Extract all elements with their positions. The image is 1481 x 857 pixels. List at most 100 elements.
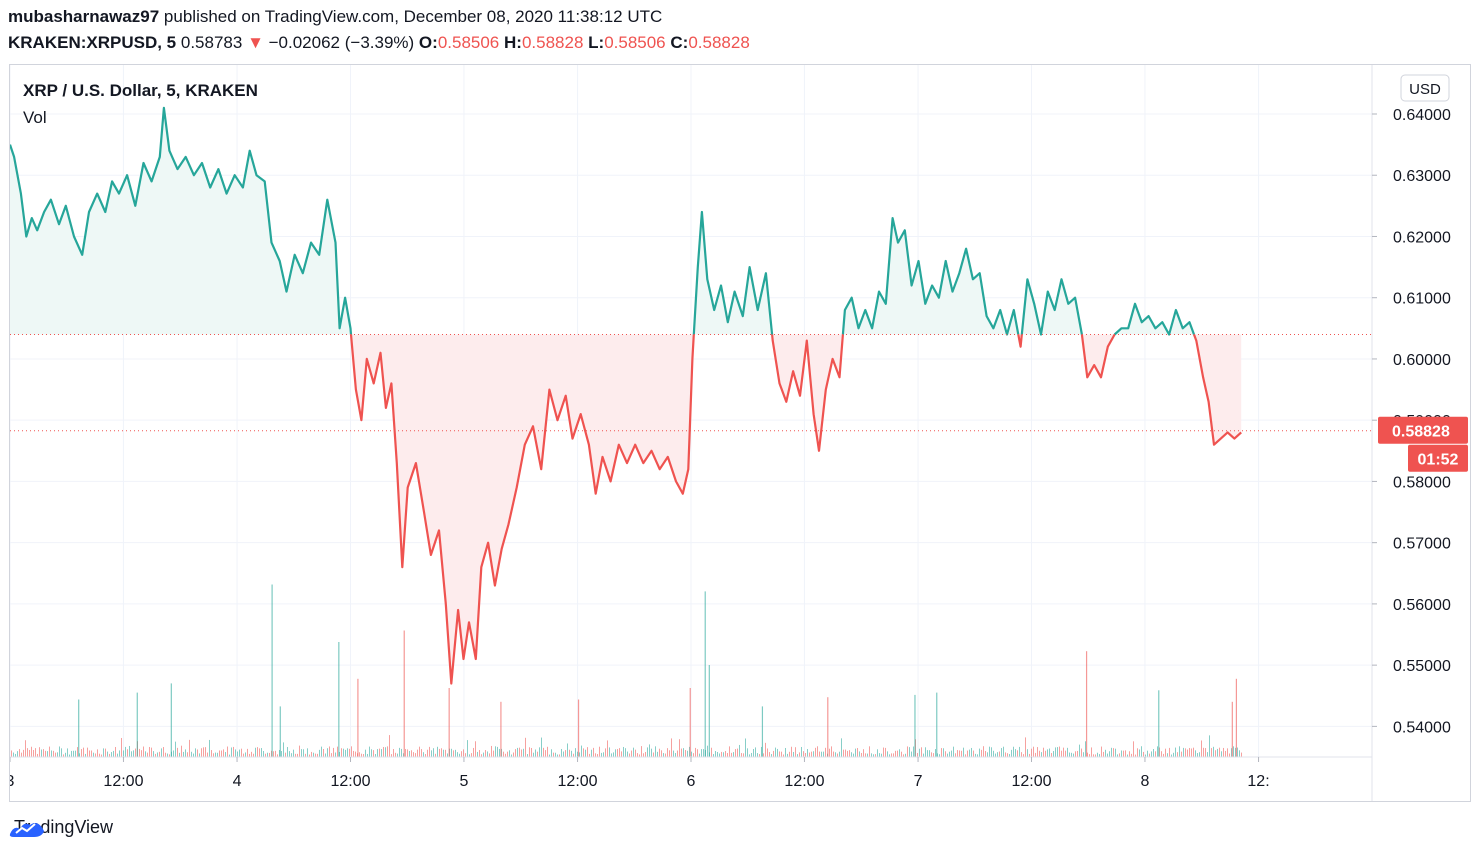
volume-spike-1 [136,692,138,757]
volume-bar [317,753,318,757]
high-value: 0.58828 [521,33,584,52]
volume-bar [831,746,832,757]
volume-bar [1119,753,1120,757]
footer-brand[interactable]: TradingView [8,817,113,838]
volume-bar [497,746,498,757]
author-name[interactable]: mubasharnawaz97 [8,7,160,26]
volume-bar [323,749,324,757]
volume-bar [285,752,286,757]
volume-bar [341,748,342,757]
volume-bar [1195,750,1196,757]
volume-bar [27,748,28,757]
volume-bar [59,746,60,757]
volume-bar [111,752,112,757]
volume-bar [1159,747,1160,757]
volume-bar [865,753,866,757]
volume-bar [771,754,772,757]
volume-bar [297,753,298,757]
volume-bar [723,752,724,757]
volume-bar [963,747,964,757]
volume-bar [607,740,608,757]
volume-bar [551,749,552,757]
volume-bar [711,747,712,757]
volume-bar [533,752,534,757]
volume-bar [1049,748,1050,757]
volume-bar [435,753,436,757]
volume-bar [897,750,898,757]
volume-bar [305,753,306,757]
volume-bar [559,754,560,757]
volume-bar [1027,749,1028,757]
volume-bar [959,750,960,757]
volume-bar [489,753,490,757]
price-tick-label-2: 0.56000 [1393,597,1451,614]
volume-bar [919,748,920,757]
volume-bar [531,747,532,757]
volume-bar [761,746,762,757]
volume-bar [335,752,336,757]
volume-bar [753,749,754,757]
volume-bar [181,745,182,757]
volume-bar [233,746,234,757]
volume-bar [129,745,130,757]
price-line-segment-7 [1080,333,1116,379]
volume-bar [1163,753,1164,757]
volume-bar [1075,751,1076,757]
volume-bar [433,748,434,757]
volume-bar [937,753,938,757]
volume-bar [747,748,748,757]
volume-bar [1179,746,1180,757]
volume-bar [749,754,750,757]
volume-bar [1029,753,1030,757]
volume-bar [1177,752,1178,757]
volume-bar [173,750,174,757]
volume-bar [347,748,348,757]
volume-bar [1149,753,1150,757]
volume-bar [1239,750,1240,757]
volume-bar [547,746,548,757]
volume-bar [431,750,432,757]
volume-bar [671,738,672,757]
price-line-segment-1 [349,334,695,685]
volume-bar [123,750,124,757]
volume-bar [955,753,956,757]
volume-spike-2 [170,683,172,757]
volume-bar [691,751,692,757]
volume-bar [203,747,204,757]
volume-bar [943,748,944,757]
volume-spike-4 [279,706,281,757]
volume-bar [153,751,154,757]
volume-bar [301,749,302,757]
volume-bar [833,751,834,757]
price-chart[interactable]: 0.540000.550000.560000.570000.580000.590… [10,65,1470,801]
volume-bar [1001,748,1002,757]
volume-spike-14 [761,706,764,757]
chart-container[interactable]: 0.540000.550000.560000.570000.580000.590… [9,64,1471,802]
volume-bar [121,737,122,757]
volume-bar [895,750,896,757]
volume-bar [625,748,626,757]
time-tick-label-10: 8 [1141,773,1150,790]
volume-bar [639,754,640,757]
volume-bar [63,754,64,757]
volume-bar [1005,752,1006,757]
volume-bar [167,753,168,757]
volume-bar [419,746,420,757]
volume-bar [1203,747,1204,757]
volume-bar [549,754,550,757]
volume-bar [491,745,492,757]
volume-bar [1041,752,1042,757]
tradingview-logo-icon [9,823,44,837]
volume-bar [365,749,366,757]
volume-bar [287,746,288,757]
volume-bar [367,753,368,757]
open-value: 0.58506 [437,33,500,52]
volume-spike-12 [704,591,706,757]
volume-bar [483,752,484,757]
volume-bar [411,750,412,757]
volume-bar [715,751,716,757]
currency-button[interactable]: USD [1400,74,1450,102]
volume-bar [641,746,642,757]
volume-bar [19,749,20,757]
volume-bar [867,753,868,757]
